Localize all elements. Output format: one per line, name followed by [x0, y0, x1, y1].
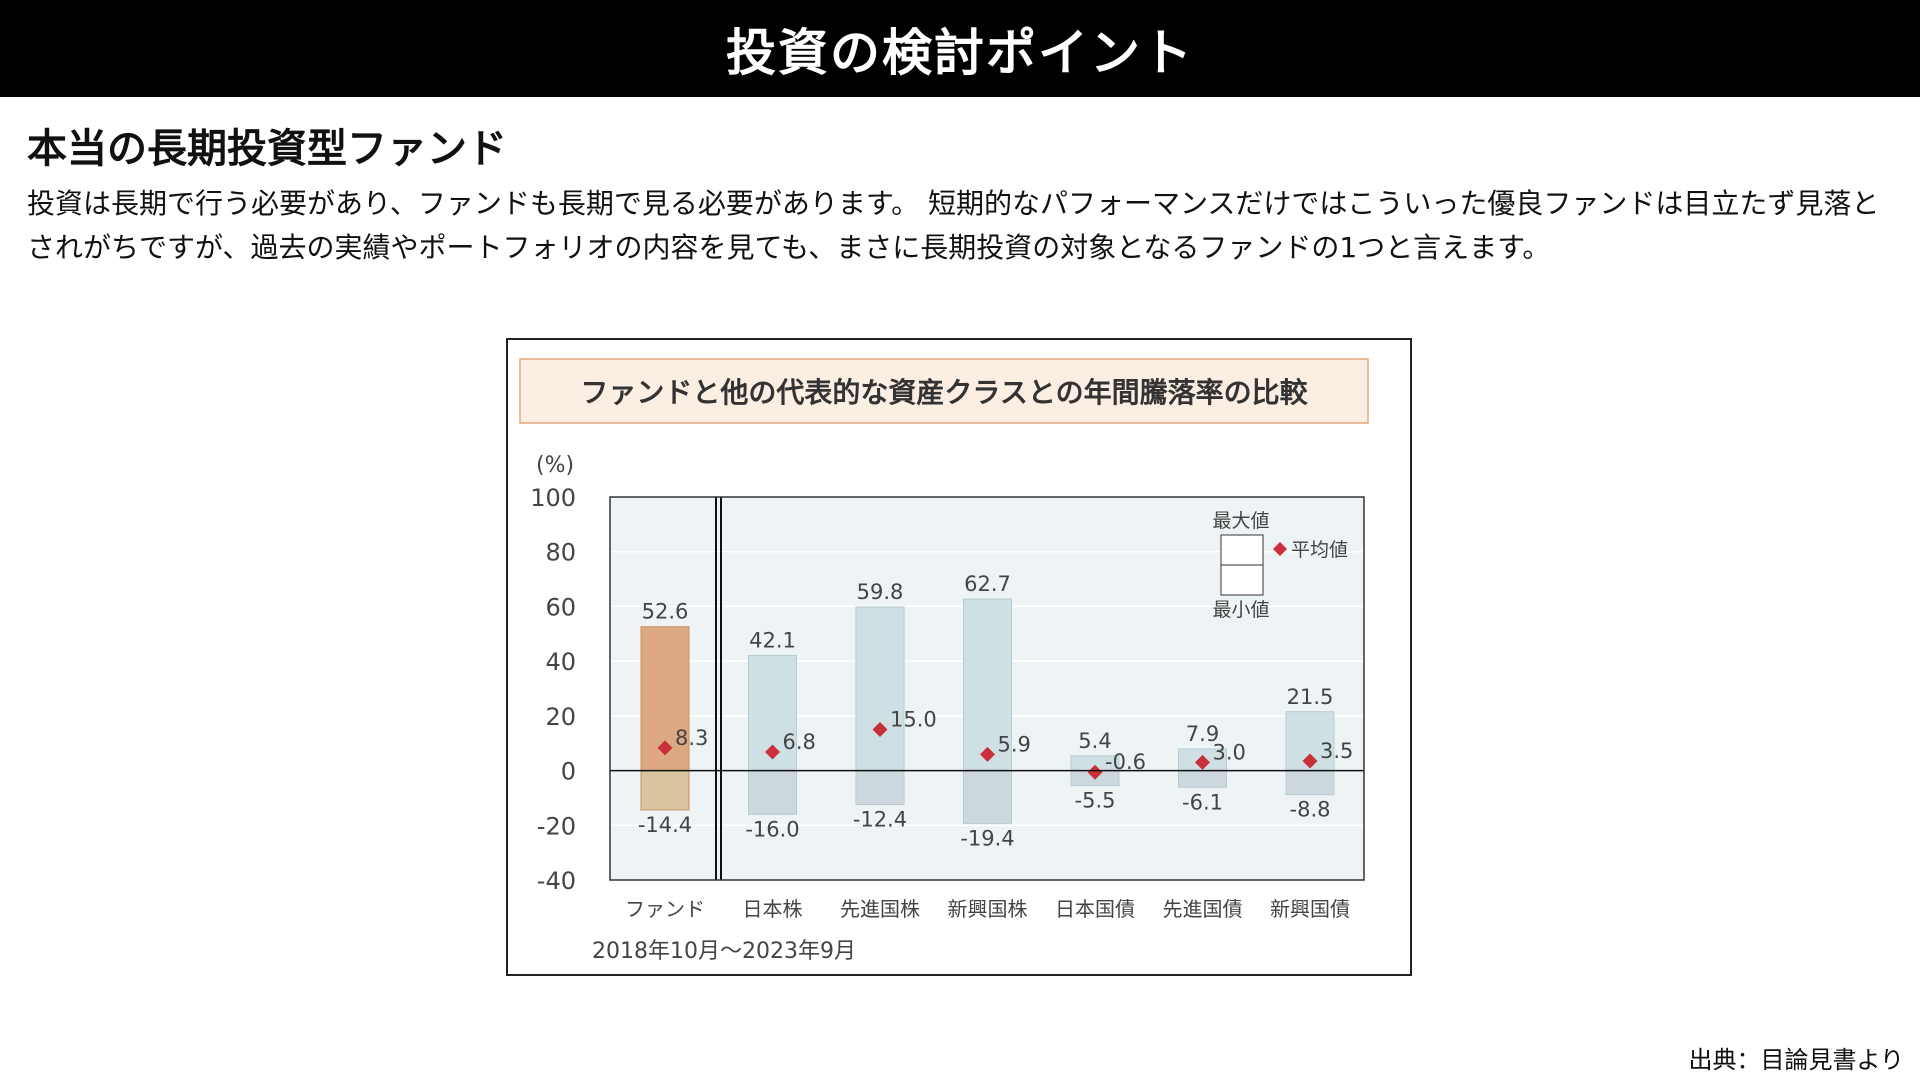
avg-marker-0 [657, 740, 673, 756]
y-tick-label: -40 [537, 867, 576, 895]
y-tick-label: 20 [545, 703, 576, 731]
bar-positive-2 [855, 606, 905, 772]
min-label-1: -16.0 [745, 817, 799, 841]
avg-marker-1 [765, 744, 780, 760]
avg-marker-4 [1087, 764, 1103, 780]
avg-marker-2 [872, 722, 888, 738]
y-tick-label: 40 [545, 648, 576, 676]
page-title: 投資の検討ポイント [726, 23, 1194, 82]
bar-negative-1 [748, 770, 797, 815]
avg-label-0: 8.3 [675, 726, 708, 750]
category-label-0: ファンド [625, 897, 705, 921]
avg-label-6: 3.5 [1320, 739, 1353, 763]
legend-avg-label: 平均値 [1291, 539, 1348, 561]
y-tick-label: 60 [545, 593, 576, 621]
max-label-4: 5.4 [1078, 729, 1111, 753]
avg-label-1: 6.8 [783, 730, 816, 754]
section-body-text: 投資は長期で行う必要があり、ファンドも長期で見る必要があります。 短期的なパフォ… [27, 187, 1880, 264]
max-label-0: 52.6 [642, 600, 689, 624]
bar-negative-5 [1178, 770, 1227, 788]
category-label-5: 先進国債 [1163, 897, 1243, 921]
avg-marker-5 [1195, 754, 1210, 770]
chart-title: ファンドと他の代表的な資産クラスとの年間騰落率の比較 [580, 376, 1308, 409]
min-label-2: -12.4 [853, 807, 907, 831]
bar-negative-0 [640, 770, 690, 811]
max-label-3: 62.7 [964, 572, 1011, 596]
max-label-5: 7.9 [1186, 722, 1219, 746]
max-label-1: 42.1 [749, 628, 796, 652]
y-tick-label: -20 [537, 812, 576, 840]
period-note: 2018年10月〜2023年9月 [592, 939, 856, 964]
max-label-6: 21.5 [1287, 685, 1334, 709]
min-label-0: -14.4 [638, 813, 692, 837]
bar-negative-2 [855, 770, 905, 805]
min-label-3: -19.4 [960, 827, 1014, 851]
category-label-6: 新興国債 [1270, 897, 1350, 921]
plot-border [609, 496, 1365, 881]
category-label-2: 先進国株 [840, 897, 920, 921]
y-axis-unit: (%) [536, 453, 574, 478]
min-label-5: -6.1 [1182, 790, 1223, 814]
header-bar: 投資の検討ポイント [0, 0, 1920, 97]
avg-label-2: 15.0 [890, 708, 937, 732]
y-tick-label: 100 [530, 484, 576, 512]
annual-return-chart: ファンドと他の代表的な資産クラスとの年間騰落率の比較 100 80 60 40 20 0 -… [519, 358, 1369, 964]
bar-negative-3 [963, 770, 1012, 825]
avg-label-5: 3.0 [1213, 740, 1246, 764]
avg-label-3: 5.9 [998, 732, 1031, 756]
legend-min-label: 最小値 [1212, 599, 1269, 621]
category-label-4: 日本国債 [1055, 897, 1135, 921]
category-label-1: 日本株 [743, 897, 803, 921]
bar-negative-6 [1285, 770, 1335, 796]
min-label-4: -5.5 [1075, 789, 1116, 813]
max-label-2: 59.8 [857, 580, 904, 604]
y-tick-label: 0 [561, 758, 576, 786]
category-label-3: 新興国株 [948, 897, 1028, 921]
chart-frame: ファンドと他の代表的な資産クラスとの年間騰落率の比較 100 80 60 40 20 0 -… [506, 338, 1412, 976]
legend-max-label: 最大値 [1212, 510, 1269, 532]
min-label-6: -8.8 [1290, 798, 1331, 822]
y-tick-label: 80 [545, 539, 576, 567]
avg-marker-3 [980, 746, 995, 762]
avg-marker-6 [1302, 753, 1318, 769]
legend-avg-marker [1273, 542, 1287, 556]
source-note: 出典：目論見書より [1688, 1046, 1904, 1074]
chart-title-box [519, 358, 1369, 424]
section-heading: 本当の長期投資型ファンド [27, 126, 507, 172]
